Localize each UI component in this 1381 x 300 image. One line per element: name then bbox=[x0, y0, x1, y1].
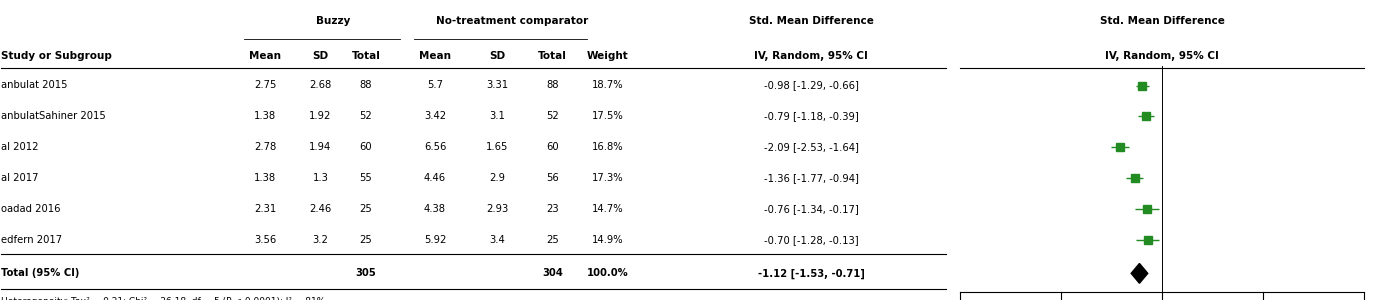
Text: 60: 60 bbox=[545, 142, 559, 152]
Text: Mean: Mean bbox=[249, 50, 282, 61]
Text: Std. Mean Difference: Std. Mean Difference bbox=[1099, 16, 1225, 26]
Text: 2.46: 2.46 bbox=[309, 204, 331, 214]
Text: -0.79 [-1.18, -0.39]: -0.79 [-1.18, -0.39] bbox=[764, 111, 859, 122]
Text: 1.3: 1.3 bbox=[312, 173, 329, 183]
Text: 4.46: 4.46 bbox=[424, 173, 446, 183]
Text: 88: 88 bbox=[359, 80, 373, 91]
Text: -0.76 [-1.34, -0.17]: -0.76 [-1.34, -0.17] bbox=[764, 204, 859, 214]
Text: 1.38: 1.38 bbox=[254, 173, 276, 183]
Text: Heterogeneity: Tau² = 0.21; Chi² = 26.18, df = 5 (P < 0.0001); I² = 81%: Heterogeneity: Tau² = 0.21; Chi² = 26.18… bbox=[1, 297, 326, 300]
Text: -2.09 [-2.53, -1.64]: -2.09 [-2.53, -1.64] bbox=[764, 142, 859, 152]
Text: 16.8%: 16.8% bbox=[592, 142, 623, 152]
Text: 3.42: 3.42 bbox=[424, 111, 446, 122]
Text: -1.36 [-1.77, -0.94]: -1.36 [-1.77, -0.94] bbox=[764, 173, 859, 183]
Text: 25: 25 bbox=[545, 235, 559, 245]
Text: 3.2: 3.2 bbox=[312, 235, 329, 245]
Text: -0.98 [-1.29, -0.66]: -0.98 [-1.29, -0.66] bbox=[764, 80, 859, 91]
Text: 88: 88 bbox=[545, 80, 559, 91]
Text: 1.92: 1.92 bbox=[309, 111, 331, 122]
Text: 25: 25 bbox=[359, 235, 373, 245]
Text: 25: 25 bbox=[359, 204, 373, 214]
Text: 14.9%: 14.9% bbox=[592, 235, 623, 245]
Text: al 2017: al 2017 bbox=[1, 173, 39, 183]
Text: 2.78: 2.78 bbox=[254, 142, 276, 152]
Text: edfern 2017: edfern 2017 bbox=[1, 235, 62, 245]
Text: 5.7: 5.7 bbox=[427, 80, 443, 91]
Text: 55: 55 bbox=[359, 173, 373, 183]
Text: 17.5%: 17.5% bbox=[592, 111, 623, 122]
Text: No-treatment comparator: No-treatment comparator bbox=[435, 16, 588, 26]
Text: 2.93: 2.93 bbox=[486, 204, 508, 214]
Text: Total: Total bbox=[539, 50, 566, 61]
Text: 1.38: 1.38 bbox=[254, 111, 276, 122]
Text: Weight: Weight bbox=[587, 50, 628, 61]
Text: 2.9: 2.9 bbox=[489, 173, 505, 183]
Text: 3.4: 3.4 bbox=[489, 235, 505, 245]
Text: SD: SD bbox=[312, 50, 329, 61]
Text: Mean: Mean bbox=[418, 50, 452, 61]
Text: 100.0%: 100.0% bbox=[587, 268, 628, 278]
Text: 18.7%: 18.7% bbox=[592, 80, 623, 91]
Text: 1.94: 1.94 bbox=[309, 142, 331, 152]
Text: 14.7%: 14.7% bbox=[592, 204, 623, 214]
Text: 6.56: 6.56 bbox=[424, 142, 446, 152]
Text: 305: 305 bbox=[355, 268, 377, 278]
Text: anbulat 2015: anbulat 2015 bbox=[1, 80, 68, 91]
Text: oadad 2016: oadad 2016 bbox=[1, 204, 61, 214]
Text: SD: SD bbox=[489, 50, 505, 61]
Text: IV, Random, 95% CI: IV, Random, 95% CI bbox=[1105, 50, 1219, 61]
Text: -0.70 [-1.28, -0.13]: -0.70 [-1.28, -0.13] bbox=[764, 235, 859, 245]
Text: 2.68: 2.68 bbox=[309, 80, 331, 91]
Text: 17.3%: 17.3% bbox=[592, 173, 623, 183]
Text: 1.65: 1.65 bbox=[486, 142, 508, 152]
Text: Std. Mean Difference: Std. Mean Difference bbox=[749, 16, 874, 26]
Text: anbulatSahiner 2015: anbulatSahiner 2015 bbox=[1, 111, 106, 122]
Text: 52: 52 bbox=[359, 111, 373, 122]
Text: 3.31: 3.31 bbox=[486, 80, 508, 91]
Polygon shape bbox=[1131, 263, 1148, 283]
Text: 304: 304 bbox=[541, 268, 563, 278]
Text: 5.92: 5.92 bbox=[424, 235, 446, 245]
Text: Study or Subgroup: Study or Subgroup bbox=[1, 50, 112, 61]
Text: 2.31: 2.31 bbox=[254, 204, 276, 214]
Text: 56: 56 bbox=[545, 173, 559, 183]
Text: 52: 52 bbox=[545, 111, 559, 122]
Text: 23: 23 bbox=[545, 204, 559, 214]
Text: -1.12 [-1.53, -0.71]: -1.12 [-1.53, -0.71] bbox=[758, 268, 865, 278]
Text: Total: Total bbox=[352, 50, 380, 61]
Text: Total (95% CI): Total (95% CI) bbox=[1, 268, 80, 278]
Text: 3.1: 3.1 bbox=[489, 111, 505, 122]
Text: al 2012: al 2012 bbox=[1, 142, 39, 152]
Text: Buzzy: Buzzy bbox=[316, 16, 351, 26]
Text: 2.75: 2.75 bbox=[254, 80, 276, 91]
Text: 60: 60 bbox=[359, 142, 373, 152]
Text: IV, Random, 95% CI: IV, Random, 95% CI bbox=[754, 50, 869, 61]
Text: 3.56: 3.56 bbox=[254, 235, 276, 245]
Text: 4.38: 4.38 bbox=[424, 204, 446, 214]
